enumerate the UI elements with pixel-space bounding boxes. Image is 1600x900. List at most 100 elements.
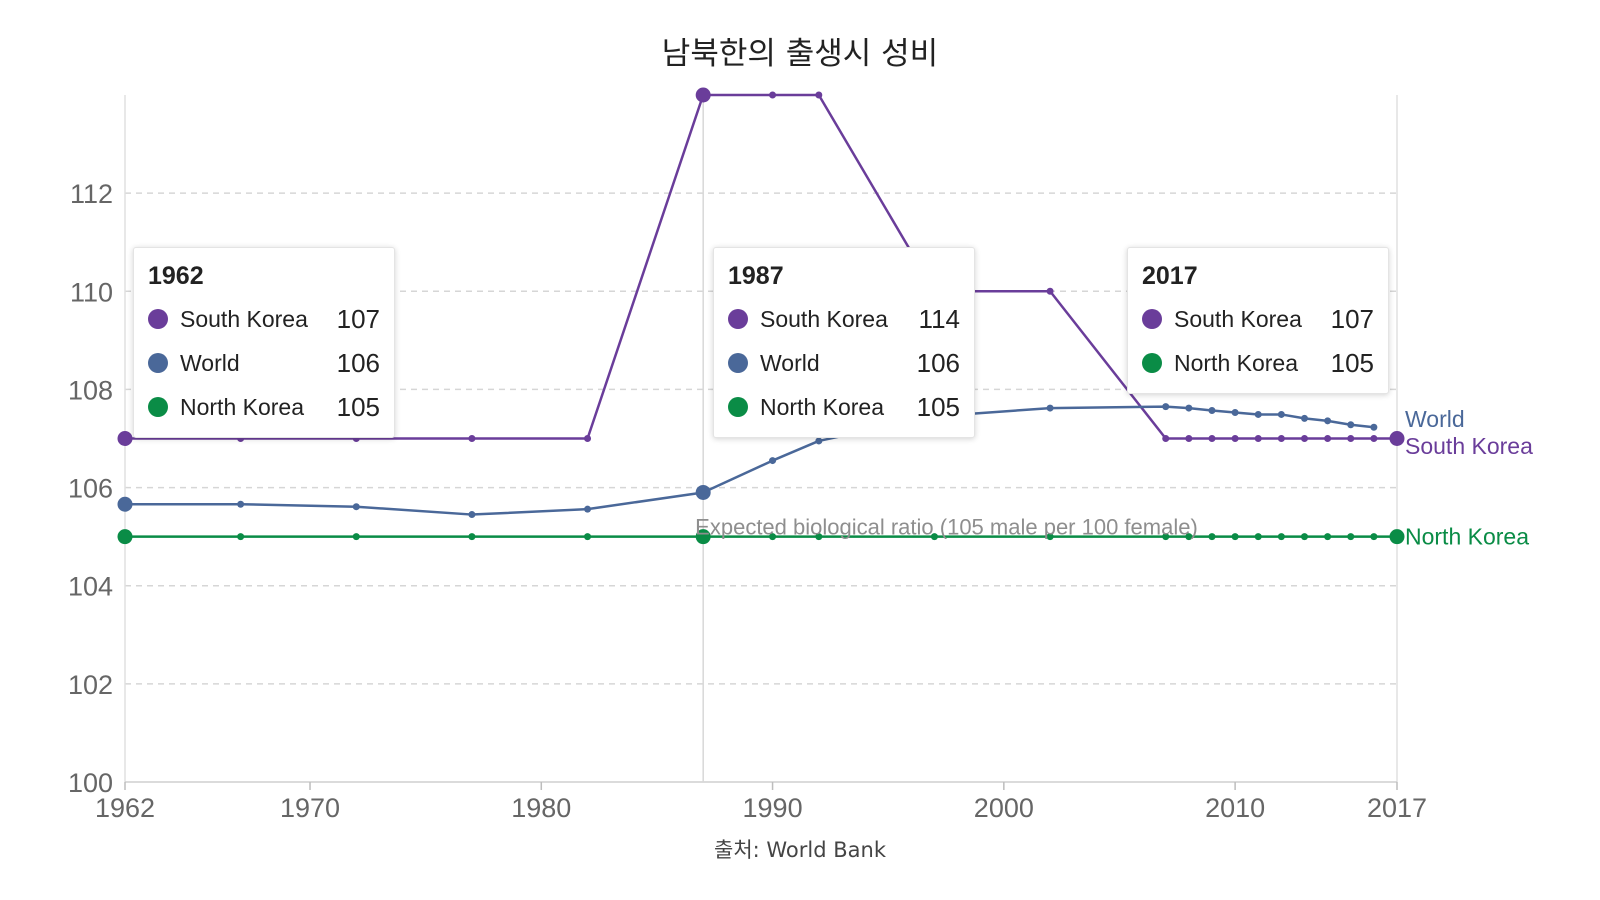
south-korea-point bbox=[1046, 287, 1054, 295]
x-tick-label: 2000 bbox=[974, 793, 1034, 823]
tooltip-series-value: 107 bbox=[1330, 303, 1374, 334]
world-end-label: World bbox=[1405, 406, 1465, 432]
south-korea-point bbox=[1277, 435, 1285, 442]
tooltip-series-name: South Korea bbox=[180, 305, 308, 332]
south-korea-point bbox=[1254, 435, 1262, 442]
south-korea-end-label: South Korea bbox=[1405, 433, 1533, 459]
tooltip-row: North Korea 105 bbox=[1142, 341, 1374, 385]
north-korea-point bbox=[584, 533, 592, 541]
world-point bbox=[352, 503, 360, 511]
tooltip-series-name: World bbox=[180, 349, 240, 376]
north-korea-end-label: North Korea bbox=[1405, 524, 1529, 550]
south-korea-point bbox=[584, 435, 592, 442]
south-korea-point bbox=[1185, 435, 1193, 442]
y-tick-label: 104 bbox=[68, 572, 113, 602]
tooltip-series-name: North Korea bbox=[1174, 349, 1299, 376]
north-korea-point bbox=[1370, 533, 1378, 541]
tooltip-series-name: North Korea bbox=[760, 393, 885, 420]
tooltip-series-value: 114 bbox=[918, 303, 960, 334]
series-group bbox=[117, 87, 1405, 545]
north-korea-point bbox=[695, 529, 711, 545]
south-korea-point bbox=[1162, 435, 1170, 442]
world-point bbox=[1300, 414, 1308, 422]
tooltip-row: South Korea 107 bbox=[148, 297, 380, 341]
north-korea-point bbox=[1389, 529, 1405, 545]
world-point bbox=[1046, 404, 1054, 412]
tooltip-row: World 106 bbox=[728, 341, 960, 385]
tooltip-row: South Korea 107 bbox=[1142, 297, 1374, 341]
north-korea-point bbox=[117, 529, 133, 545]
tooltip-row: North Korea 105 bbox=[148, 385, 380, 429]
x-tick-label: 1990 bbox=[743, 793, 803, 823]
tooltip-series-name: North Korea bbox=[180, 393, 305, 420]
world-point bbox=[769, 457, 777, 465]
north-korea-point bbox=[930, 533, 938, 541]
y-tick-label: 110 bbox=[70, 277, 113, 307]
world-point bbox=[117, 496, 133, 512]
expected-ratio-annotation: Expected biological ratio (105 male per … bbox=[695, 515, 1198, 540]
tooltip-row: South Korea 114 bbox=[728, 297, 960, 341]
legend-dot-icon bbox=[728, 353, 748, 373]
tooltip-series-value: 107 bbox=[336, 303, 380, 334]
world-point bbox=[1208, 407, 1216, 415]
source-note: 출처: World Bank bbox=[714, 838, 886, 862]
north-korea-point bbox=[1300, 533, 1308, 541]
world-line bbox=[125, 405, 1375, 516]
south-korea-point bbox=[1231, 435, 1239, 442]
north-korea-point bbox=[237, 533, 245, 541]
world-point bbox=[1370, 423, 1378, 431]
world-point bbox=[815, 437, 823, 445]
x-tick-label: 1962 bbox=[95, 793, 155, 823]
south-korea-point bbox=[695, 87, 711, 103]
world-point bbox=[1324, 417, 1332, 425]
tooltip-row: World 106 bbox=[148, 341, 380, 385]
south-korea-point bbox=[117, 431, 133, 446]
north-korea-point bbox=[1208, 533, 1216, 541]
tooltip-year: 2017 bbox=[1142, 262, 1198, 290]
y-tick-label: 106 bbox=[68, 474, 113, 504]
y-tick-label: 108 bbox=[68, 375, 113, 405]
north-korea-point bbox=[468, 533, 476, 541]
north-korea-point bbox=[1162, 533, 1170, 541]
north-korea-point bbox=[1324, 533, 1332, 541]
north-korea-point bbox=[1254, 533, 1262, 541]
world-point bbox=[1347, 421, 1355, 429]
x-tick-label: 2017 bbox=[1367, 793, 1427, 823]
tooltip-series-value: 106 bbox=[916, 347, 960, 378]
world-point bbox=[1277, 410, 1285, 418]
north-korea-point bbox=[1347, 533, 1355, 541]
tooltip-year: 1987 bbox=[728, 262, 784, 290]
north-korea-point bbox=[1185, 533, 1193, 541]
world-point bbox=[1162, 403, 1170, 411]
tooltip-year: 1962 bbox=[148, 262, 204, 290]
tooltip-series-value: 105 bbox=[916, 391, 960, 422]
y-tick-label: 112 bbox=[70, 179, 113, 209]
tooltip-series-name: South Korea bbox=[760, 305, 888, 332]
x-tick-label: 1970 bbox=[280, 793, 340, 823]
axes: 100 102 104 106 108 110 112 1962 1970 1980 1990 200… bbox=[68, 95, 1427, 823]
tooltip-series-value: 106 bbox=[336, 347, 380, 378]
legend-dot-icon bbox=[1142, 353, 1162, 373]
world-point bbox=[695, 484, 711, 500]
legend-dot-icon bbox=[728, 309, 748, 329]
north-korea-point bbox=[352, 533, 360, 541]
world-point bbox=[237, 500, 245, 508]
tooltip-series-value: 105 bbox=[1330, 347, 1374, 378]
tooltip-1962: 1962 South Korea 107 World 106 North Korea 105 bbox=[133, 247, 395, 438]
chart-title: 남북한의 출생시 성비 bbox=[661, 36, 939, 72]
world-point bbox=[1254, 410, 1262, 418]
legend-dot-icon bbox=[1142, 309, 1162, 329]
north-korea-point bbox=[1231, 533, 1239, 541]
south-korea-point bbox=[468, 435, 476, 442]
tooltip-row: North Korea 105 bbox=[728, 385, 960, 429]
y-tick-label: 100 bbox=[68, 768, 113, 798]
north-korea-point bbox=[1046, 533, 1054, 541]
south-korea-point bbox=[1300, 435, 1308, 442]
x-tick-label: 2010 bbox=[1205, 793, 1265, 823]
tooltip-series-value: 105 bbox=[336, 391, 380, 422]
tooltip-series-name: South Korea bbox=[1174, 305, 1302, 332]
north-korea-point bbox=[815, 533, 823, 541]
legend-dot-icon bbox=[148, 353, 168, 373]
